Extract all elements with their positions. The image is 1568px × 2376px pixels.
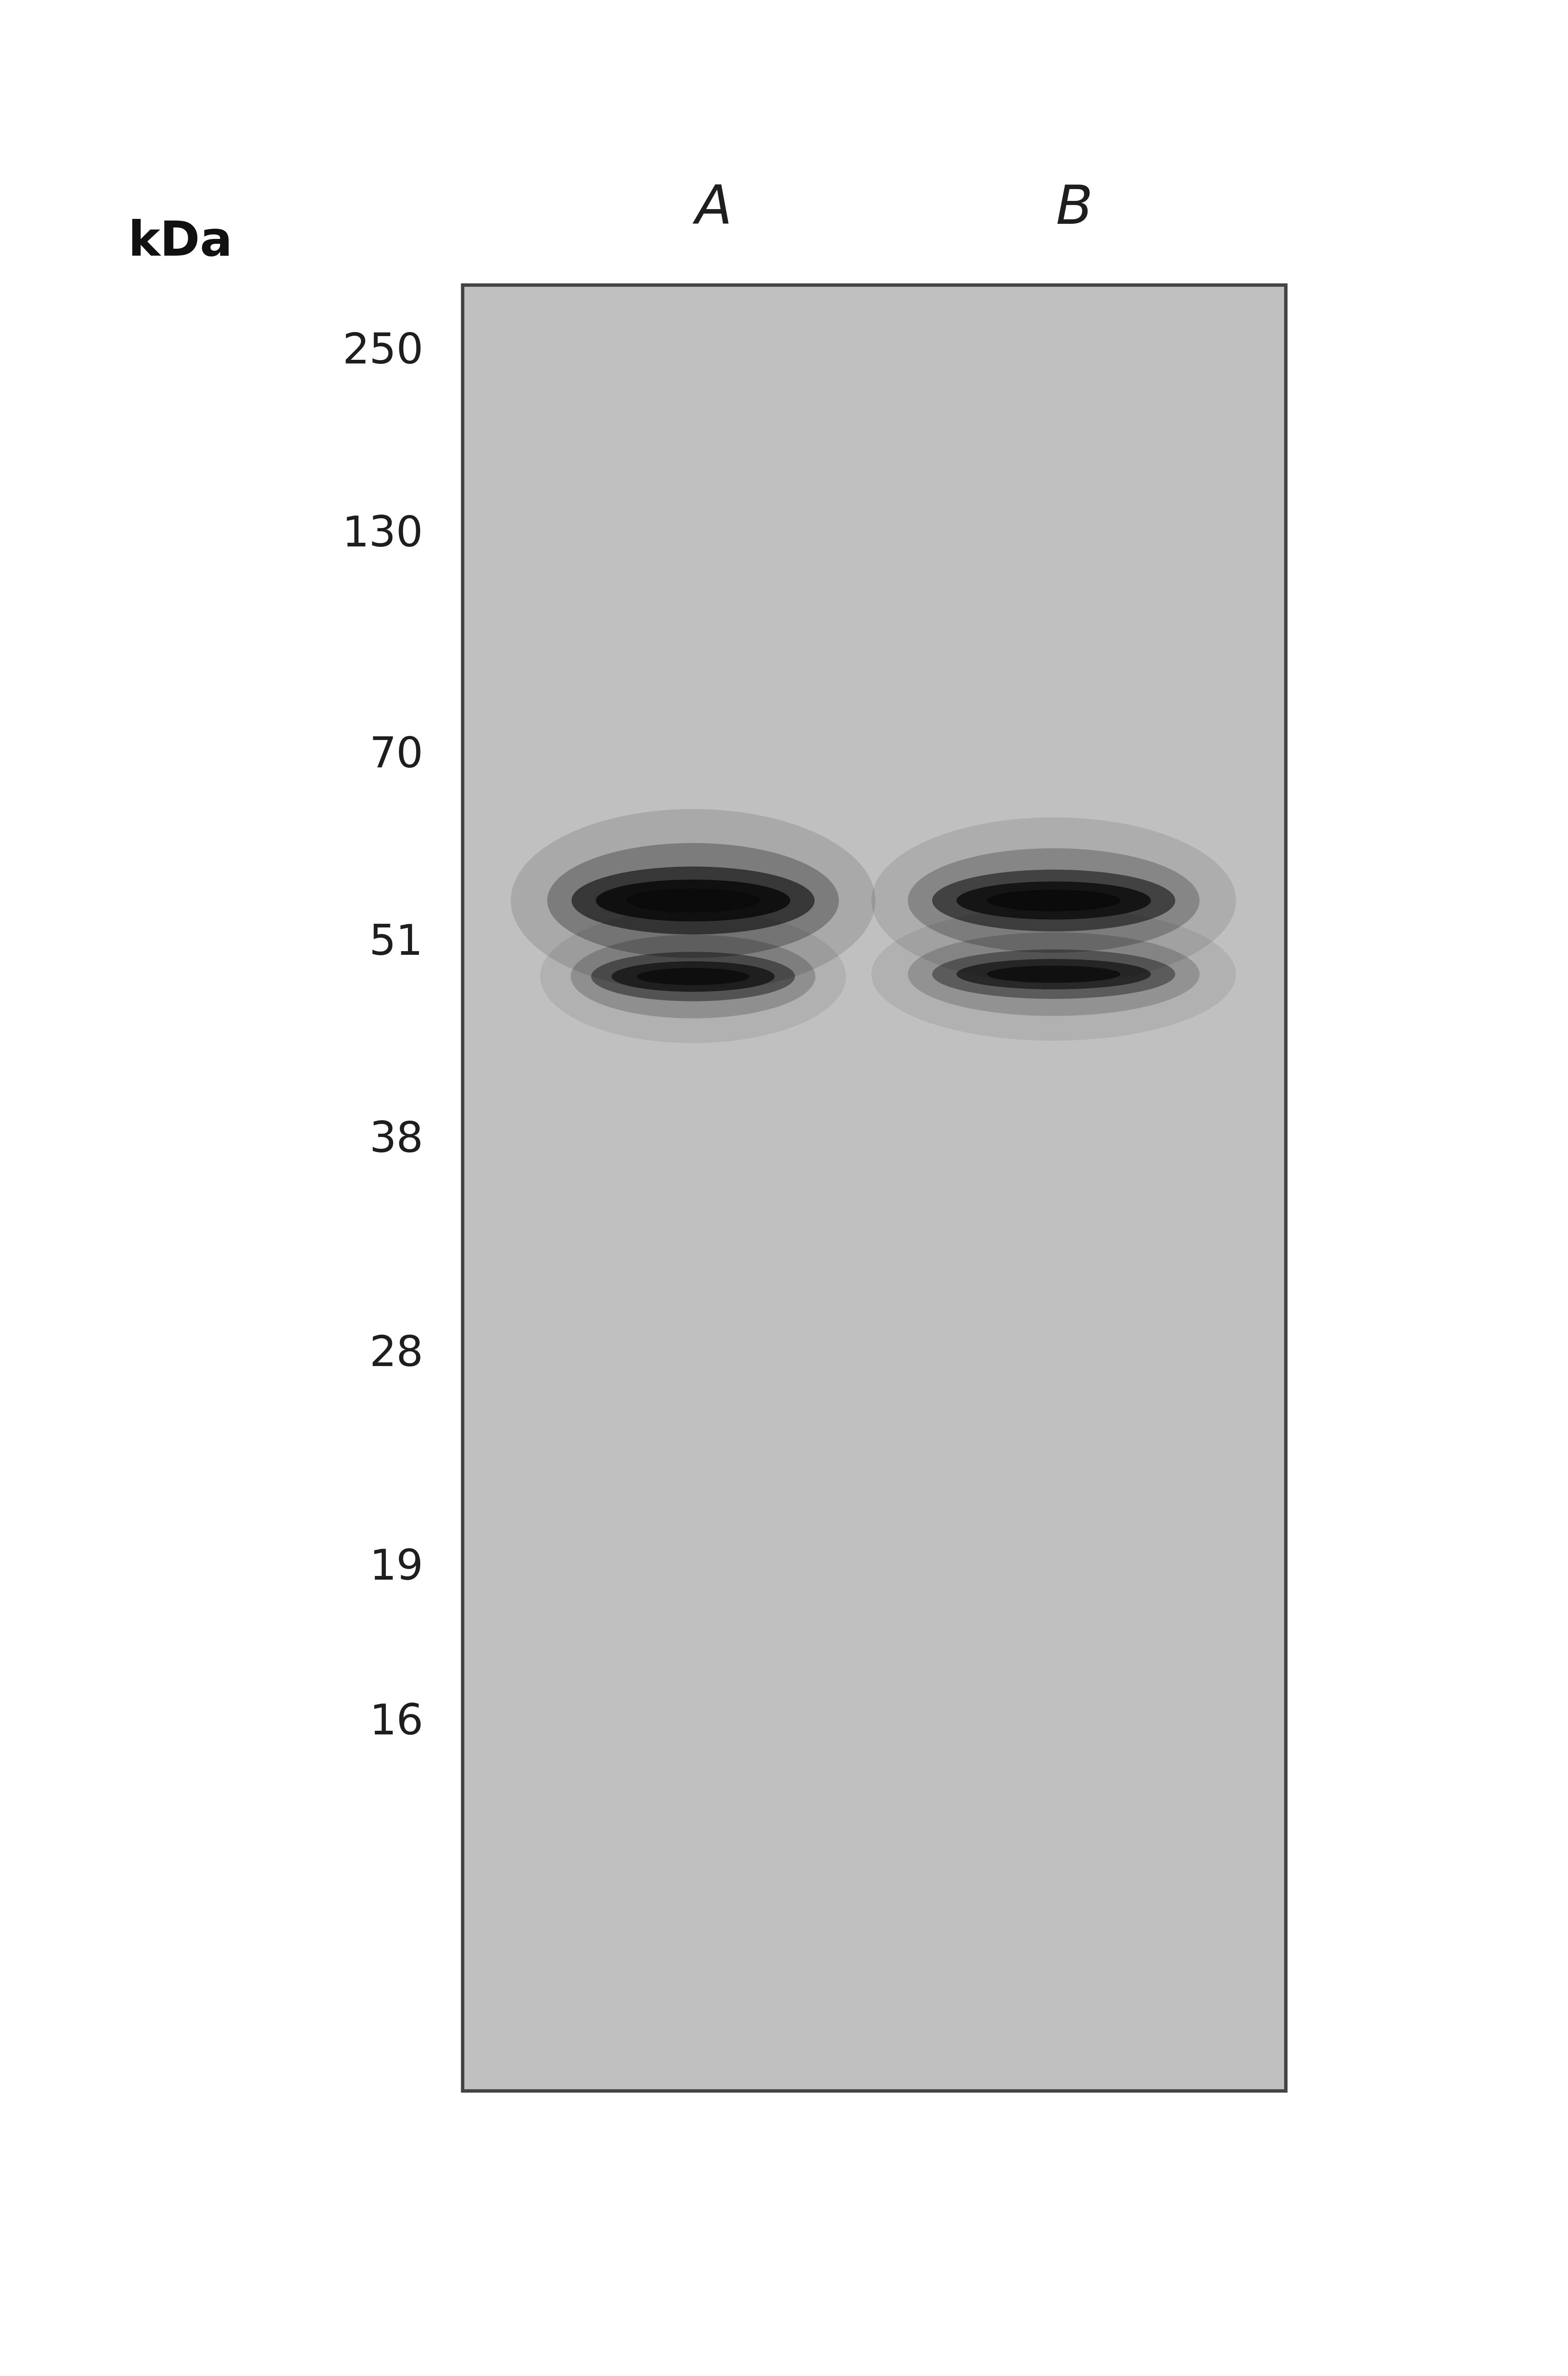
Text: 38: 38 <box>368 1119 423 1162</box>
Ellipse shape <box>571 867 815 934</box>
Text: 28: 28 <box>368 1333 423 1376</box>
Ellipse shape <box>931 950 1176 998</box>
Ellipse shape <box>956 881 1151 920</box>
Ellipse shape <box>986 965 1121 984</box>
Text: 70: 70 <box>370 734 423 777</box>
Text: 51: 51 <box>368 922 423 965</box>
Text: kDa: kDa <box>129 219 232 266</box>
Ellipse shape <box>986 889 1121 910</box>
Ellipse shape <box>511 808 875 993</box>
Ellipse shape <box>637 967 750 986</box>
Text: A: A <box>695 183 732 235</box>
Ellipse shape <box>591 953 795 1000</box>
Ellipse shape <box>956 960 1151 988</box>
Text: 250: 250 <box>342 330 423 373</box>
Text: 19: 19 <box>368 1547 423 1590</box>
Ellipse shape <box>872 908 1236 1041</box>
Text: 16: 16 <box>368 1701 423 1744</box>
Ellipse shape <box>931 870 1176 931</box>
Ellipse shape <box>596 879 790 922</box>
Text: 130: 130 <box>342 513 423 556</box>
Ellipse shape <box>571 934 815 1019</box>
Ellipse shape <box>908 848 1200 953</box>
Ellipse shape <box>872 817 1236 984</box>
Ellipse shape <box>539 910 847 1043</box>
Ellipse shape <box>612 962 775 991</box>
Ellipse shape <box>547 843 839 958</box>
Ellipse shape <box>626 889 760 912</box>
Text: B: B <box>1055 183 1093 235</box>
Ellipse shape <box>908 931 1200 1017</box>
Bar <box>463 285 1286 2091</box>
